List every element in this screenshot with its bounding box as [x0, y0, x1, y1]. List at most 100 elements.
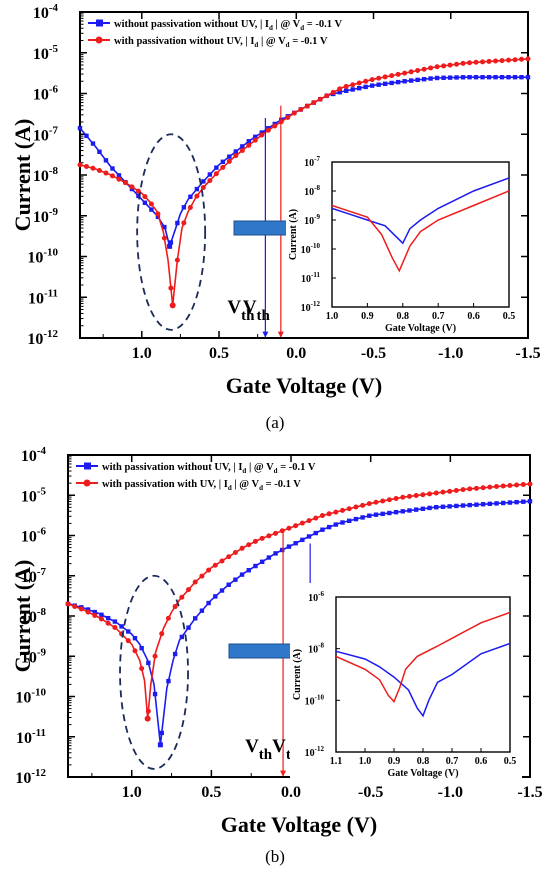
series-2-marker [116, 176, 122, 182]
series-2-marker [340, 507, 346, 513]
series-1-marker [152, 691, 158, 697]
series-1-marker [259, 130, 264, 135]
y-tick-label: 10-7 [21, 566, 47, 586]
series-1-marker [382, 81, 388, 87]
series-1-marker [159, 730, 164, 736]
series-1-marker [427, 505, 432, 511]
series-1-marker [499, 75, 505, 80]
y-tick-label: 10-5 [21, 485, 47, 505]
x-tick-label: 0.5 [201, 784, 221, 801]
series-1-marker [473, 75, 479, 80]
x-tick-label: -1.0 [438, 784, 463, 801]
series-2-marker [212, 562, 218, 568]
legend-marker-1 [96, 19, 103, 27]
series-1-min-marker [157, 742, 163, 748]
series-2-marker [460, 487, 466, 493]
series-2-marker [402, 70, 408, 76]
x-tick-label: -0.5 [358, 784, 383, 801]
series-1-marker [181, 205, 187, 210]
series-1-marker [415, 77, 420, 83]
series-1-marker [407, 508, 412, 513]
series-2-marker [520, 481, 526, 487]
series-2-marker [480, 59, 486, 65]
series-1-marker [193, 616, 198, 621]
series-2-marker [350, 82, 356, 88]
inset-y-tick-label: 10-6 [308, 590, 324, 604]
y-tick-label: 10-10 [15, 687, 46, 707]
series-2-marker [259, 535, 265, 541]
inset-y-tick-label: 10-8 [308, 642, 324, 656]
series-1-marker [306, 534, 312, 539]
series-2-marker [393, 495, 399, 501]
x-tick-label: 0.0 [281, 784, 301, 801]
series-1-marker [421, 76, 427, 82]
series-1-marker [116, 173, 122, 178]
series-1-marker [149, 207, 154, 212]
series-1-marker [340, 520, 345, 525]
series-2-marker [382, 74, 388, 80]
series-1-marker [387, 510, 392, 516]
series-2-marker [148, 201, 154, 207]
series-2-marker [192, 579, 198, 585]
series-1-marker [460, 503, 466, 508]
series-1-marker [395, 79, 401, 85]
series-1-marker [199, 608, 205, 613]
series-2-marker [259, 132, 265, 138]
series-2-marker [304, 103, 310, 109]
series-2-marker [487, 484, 493, 490]
inset-y-tick-label: 10-9 [304, 213, 320, 227]
inset-x-tick-label: 1.0 [326, 311, 339, 322]
series-2-marker [252, 538, 258, 544]
series-2-marker [179, 594, 185, 600]
series-1-marker [273, 551, 278, 556]
y-tick-label: 10-10 [27, 247, 58, 267]
series-1-marker [246, 139, 252, 144]
vth-label-1: Vth [245, 736, 273, 763]
series-2-marker [395, 71, 401, 77]
series-2-marker [427, 491, 433, 497]
series-2-marker [324, 93, 330, 99]
series-1-marker [474, 502, 479, 507]
series-1-marker [226, 582, 231, 587]
inset-chart: 10-12 10-11 10-10 10-9 10-8 10-7 1.0 0.9 0.8 0.7 0… [286, 148, 521, 337]
series-1-marker [233, 149, 239, 154]
series-1-marker [146, 660, 151, 666]
series-2-marker [96, 167, 102, 173]
series-1-marker [194, 186, 200, 192]
x-tick-label: 0.0 [286, 345, 306, 362]
series-2-marker [467, 486, 473, 492]
series-2-marker [494, 484, 500, 490]
series-2-marker [161, 235, 167, 241]
series-2-marker [408, 69, 414, 75]
series-1-marker [326, 524, 332, 530]
series-2-marker [273, 530, 279, 536]
series-1-marker [293, 541, 298, 546]
series-1-marker [480, 502, 486, 507]
series-2-marker [194, 193, 200, 199]
series-1-marker [286, 544, 292, 549]
series-1-marker [227, 154, 232, 159]
series-1-marker [376, 82, 381, 87]
series-2-marker [434, 64, 440, 70]
series-2-marker [454, 61, 460, 67]
series-1-marker [313, 530, 318, 536]
inset-y-axis-label: Current (A) [288, 209, 299, 260]
series-2-marker [514, 482, 520, 488]
series-1-marker [428, 76, 433, 81]
inset-series-line-1 [331, 177, 510, 245]
series-2-marker [421, 66, 427, 72]
series-1-marker [460, 75, 466, 80]
series-2-marker [220, 164, 226, 170]
series-1-marker [369, 83, 375, 88]
series-1-marker [139, 645, 144, 651]
series-2-marker [125, 638, 131, 644]
series-1-marker [97, 149, 102, 154]
series-1-marker [486, 75, 492, 80]
x-tick-label: -1.5 [515, 345, 540, 362]
series-1-marker [380, 511, 385, 517]
series-1-marker [92, 609, 97, 615]
series-2-marker [187, 205, 193, 211]
series-2-marker [343, 83, 349, 89]
series-2-marker [369, 77, 375, 83]
series-1-marker [507, 500, 513, 505]
